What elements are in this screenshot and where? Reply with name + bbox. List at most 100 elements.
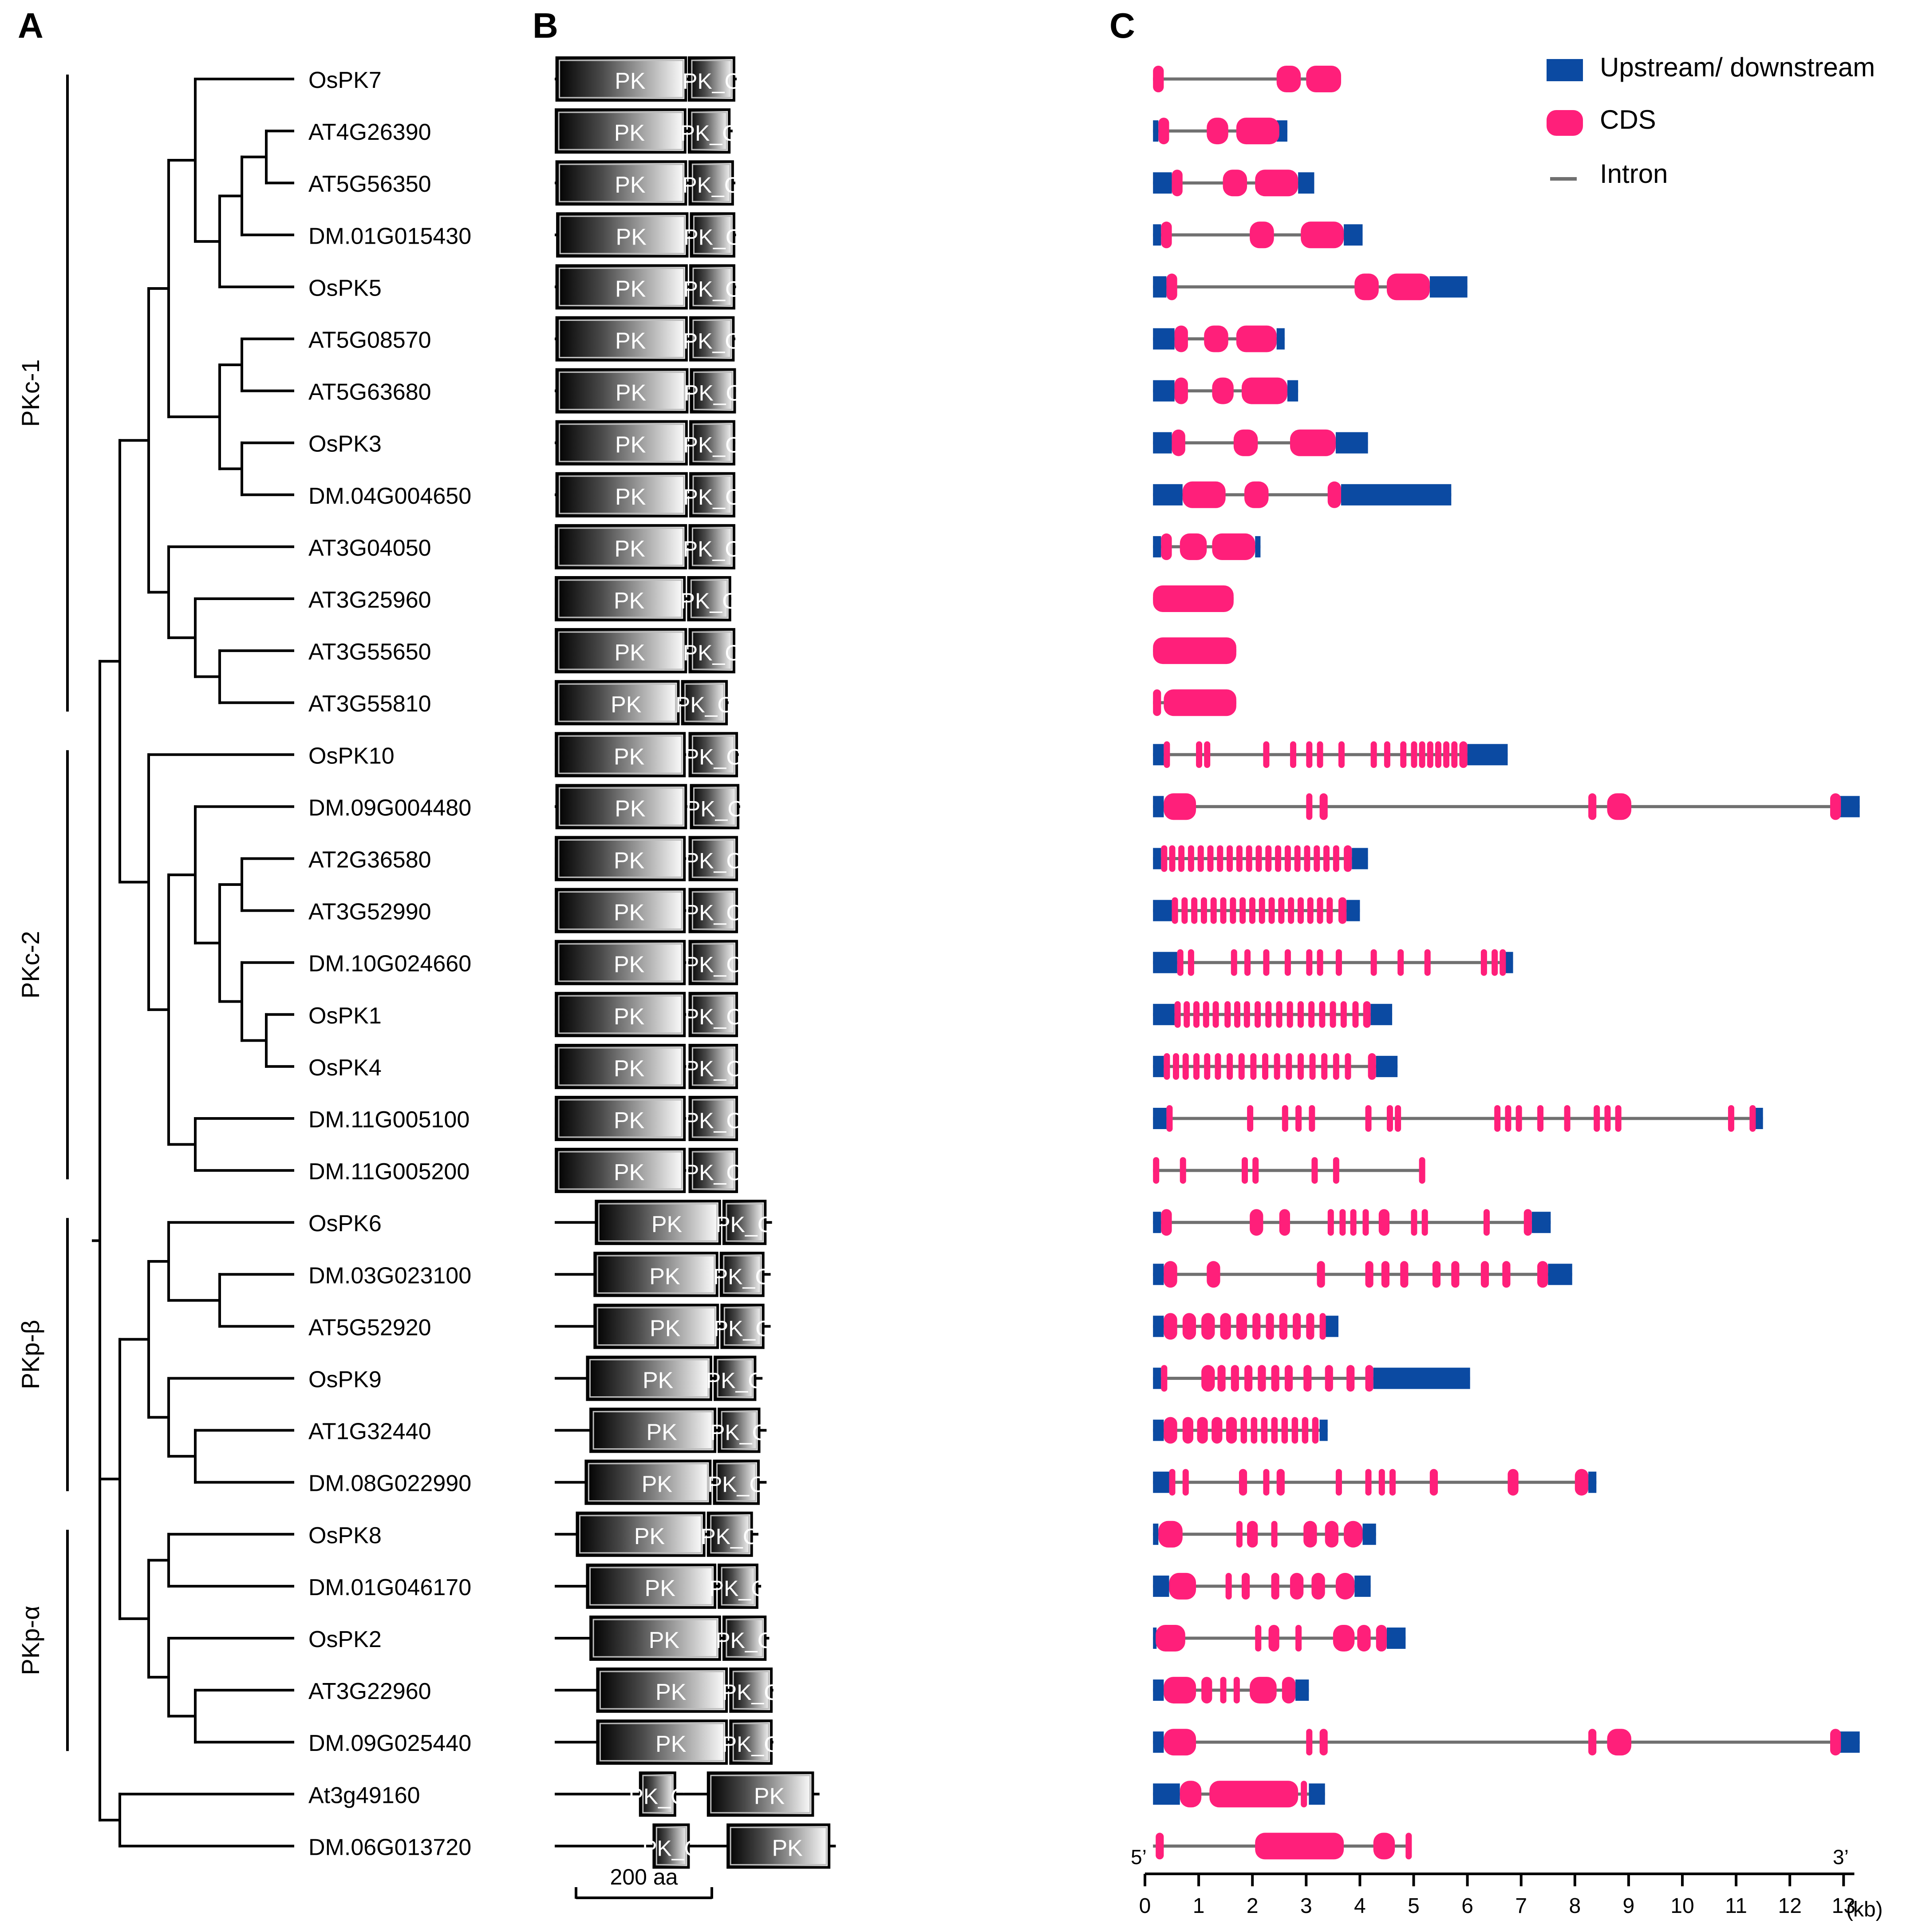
gene-structure-row [1153,897,1360,924]
cds-exon [1376,1625,1387,1651]
cds-exon [1244,1365,1253,1392]
cds-exon [1335,1572,1355,1600]
cds-exon [1333,1625,1355,1651]
pkc-domain-label: PK_C [628,1784,687,1809]
cds-exon [1411,741,1417,768]
cds-exon [1182,481,1226,508]
gene-structure-row [1153,585,1234,612]
cds-exon [1400,741,1407,768]
utr-block [1153,1419,1164,1441]
pk-domain-inner [599,1671,725,1710]
pk-domain-label: PK [614,744,645,770]
cds-exon [1279,1209,1290,1236]
gene-structure-axis: 5’ 3’ (kb) 0 1 2 3 4 5 6 7 8 9 10 11 12 13 [1131,1845,1883,1921]
pkc-domain [689,420,735,466]
utr-block [1838,796,1860,818]
cds-exon [1333,1053,1339,1080]
legend-cds-swatch [1547,110,1583,136]
cds-exon [1288,897,1294,924]
pkc-domain-label: PK_C [686,796,744,821]
pk-domain-label: PK [650,1316,681,1341]
cds-exon [1505,1105,1512,1132]
utr-block [1153,1523,1159,1545]
pk-domain [555,368,689,414]
cds-exon [1271,1521,1278,1548]
axis-tick-label: 12 [1778,1894,1802,1918]
pk-domain [555,524,687,569]
utr-block [1153,1316,1164,1337]
cds-exon [1246,845,1252,872]
pkc-domain-inner [691,59,732,99]
pk-domain [555,1043,686,1089]
utr-block [1467,744,1508,766]
cds-exon [1250,1053,1257,1080]
subfamily-label: PKp-α [16,1606,44,1675]
domain-row: PK PK_C [555,992,742,1037]
cds-exon [1309,1053,1316,1080]
cds-exon [1327,481,1342,508]
pk-domain [555,680,680,726]
domain-row: PK PK_C [555,680,734,726]
cds-exon [1215,1053,1221,1080]
cds-exon [1166,1105,1173,1132]
cds-exon [1368,1053,1376,1080]
axis-unit: (kb) [1846,1898,1883,1921]
cds-exon [1158,118,1169,145]
domain-row: PK PK_C [555,1096,742,1141]
gene-label: AT3G52990 [308,899,431,925]
pkc-domain [688,940,738,985]
pkc-domain-label: PK_C [684,1056,742,1081]
pkc-domain-inner [726,1619,763,1658]
cds-exon [1204,325,1228,352]
cds-exon [1191,897,1198,924]
gene-label: OsPK4 [308,1055,382,1081]
pkc-domain-inner [642,1774,673,1813]
pkc-domain-label: PK_C [683,537,741,561]
gene-label: DM.10G024660 [308,951,471,977]
cds-exon [1207,118,1228,145]
pk-domain-label: PK [634,1524,665,1549]
pk-domain-label: PK [645,1576,676,1601]
cds-exon [1161,1365,1168,1392]
axis-tick-label: 13 [1832,1894,1855,1918]
legend-cds-label: CDS [1600,105,1656,134]
pk-domain-inner [559,163,684,202]
cds-exon [1220,1677,1227,1704]
cds-exon [1338,741,1345,768]
gene-structure-row [1153,1521,1376,1548]
subfamily-label: PKp-β [16,1320,44,1390]
pkc-domain-label: PK_C [722,1732,780,1757]
pk-domain [584,1459,712,1505]
utr-block [1153,120,1159,142]
cds-exon [1381,1261,1390,1288]
pkc-domain-label: PK_C [684,744,742,769]
cds-exon [1397,949,1404,976]
pkc-domain [722,1616,767,1661]
cds-exon [1259,897,1265,924]
axis-tick-label: 2 [1247,1894,1259,1918]
pk-domain-label: PK [642,1472,673,1497]
pk-domain-inner [598,1203,718,1242]
pkc-domain-label: PK_C [680,121,738,146]
cds-exon [1164,1261,1177,1288]
gene-structure-row [1153,170,1314,197]
utr-block [1309,1783,1325,1805]
cds-exon [1607,1729,1631,1756]
gene-structure-row [1153,325,1285,352]
cds-exon [1327,1209,1334,1236]
cds-exon [1830,793,1841,820]
cds-exon [1182,1469,1189,1496]
gene-label: DM.06G013720 [308,1834,471,1860]
cds-exon [1210,897,1217,924]
gene-label: DM.01G015430 [308,223,471,249]
pk-domain [555,472,688,518]
cds-exon [1223,170,1247,197]
pkc-domain-label: PK_C [684,952,742,977]
cds-exon [1243,1001,1250,1028]
cds-exon [1607,793,1631,820]
pk-domain-label: PK [614,952,645,978]
pkc-domain-inner [726,1203,763,1242]
gene-label: OsPK8 [308,1523,382,1549]
pkc-domain [688,1096,738,1141]
pkc-domain-label: PK_C [683,485,742,510]
